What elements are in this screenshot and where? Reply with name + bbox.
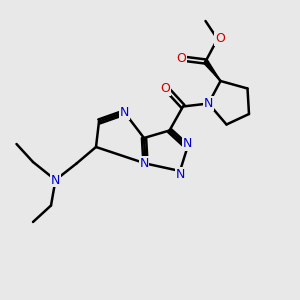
Text: N: N xyxy=(204,97,213,110)
Text: N: N xyxy=(51,173,60,187)
Polygon shape xyxy=(204,60,220,81)
Text: N: N xyxy=(120,106,129,119)
Text: N: N xyxy=(175,168,185,181)
Text: O: O xyxy=(160,82,170,95)
Text: N: N xyxy=(139,157,149,170)
Text: O: O xyxy=(215,32,225,46)
Text: N: N xyxy=(183,137,192,150)
Text: O: O xyxy=(177,52,186,65)
